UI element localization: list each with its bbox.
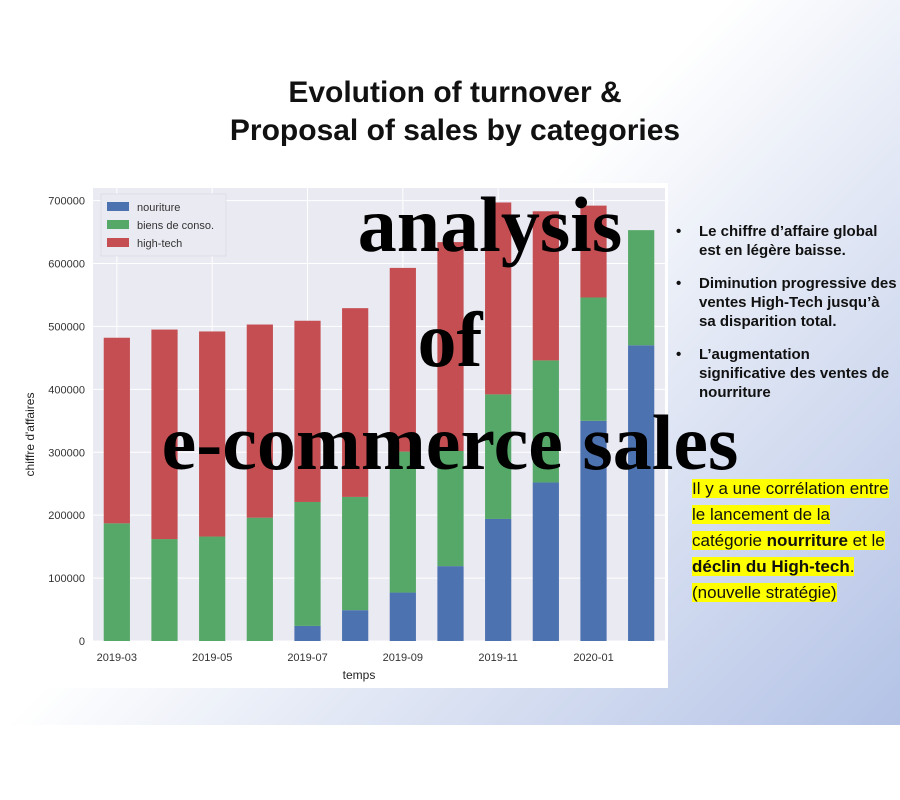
highlighted-note: Il y a une corrélation entre le lancemen… (692, 476, 900, 606)
bar-segment (294, 501, 321, 626)
bar-segment (151, 539, 178, 641)
bar-segment (532, 360, 559, 483)
slide-title: Evolution of turnover & Proposal of sale… (140, 74, 770, 150)
bar-segment (532, 211, 559, 361)
note-bold2: déclin du High-tech (692, 557, 850, 576)
bar-segment (389, 267, 416, 452)
bar-segment (485, 394, 512, 519)
bar-segment (437, 450, 464, 567)
bar-segment (389, 592, 416, 641)
bar-segment (342, 610, 369, 641)
bar-segment (389, 451, 416, 593)
y-tick-label: 100000 (48, 573, 85, 585)
bar-segment (580, 205, 607, 298)
y-tick-label: 700000 (48, 196, 85, 208)
slide-title-line1: Evolution of turnover & (288, 76, 622, 109)
x-tick-label: 2019-07 (287, 652, 327, 664)
bar-segment (628, 230, 655, 346)
bar-segment (485, 202, 512, 395)
bar-segment (342, 308, 369, 497)
bullet-item: L’augmentation significative des ventes … (674, 345, 900, 402)
x-tick-label: 2019-09 (383, 652, 423, 664)
note-text: Il y a une corrélation entre le lancemen… (692, 479, 889, 602)
bar-segment (199, 536, 226, 641)
x-axis-label: temps (343, 668, 376, 682)
legend-label: high-tech (137, 238, 182, 250)
y-tick-label: 200000 (48, 510, 85, 522)
bar-segment (437, 566, 464, 641)
bar-segment (294, 320, 321, 502)
x-tick-label: 2020-01 (573, 652, 613, 664)
bar-segment (199, 331, 226, 537)
bullet-list: Le chiffre d’affaire global est en légèr… (674, 222, 900, 416)
y-axis-label: chiffre d'affaires (23, 393, 37, 477)
legend-label: nouriture (137, 202, 180, 214)
bar-segment (342, 496, 369, 611)
chart-panel: 0 100000 200000 300000 400000 500000 600000 700… (18, 183, 668, 688)
x-tick-label: 2019-05 (192, 652, 232, 664)
bar-segment (103, 523, 130, 641)
bar-segment (437, 242, 464, 451)
bar-segment (628, 345, 655, 641)
stacked-bar-chart: 0 100000 200000 300000 400000 500000 600000 700… (23, 188, 665, 682)
bullet-item: Le chiffre d’affaire global est en légèr… (674, 222, 900, 260)
x-tick-label: 2019-03 (97, 652, 137, 664)
slide-title-line2: Proposal of sales by categories (229, 114, 681, 147)
y-tick-label: 400000 (48, 384, 85, 396)
y-tick-label: 0 (79, 636, 85, 648)
legend-label: biens de conso. (137, 220, 214, 232)
bar-segment (485, 518, 512, 641)
bar-segment (294, 625, 321, 641)
bar-segment (151, 329, 178, 540)
y-tick-label: 600000 (48, 259, 85, 271)
bar-segment (103, 337, 130, 524)
note-part2: et le (847, 531, 885, 550)
note-bold1: nourriture (766, 531, 848, 550)
x-tick-label: 2019-11 (478, 652, 518, 664)
y-tick-label: 500000 (48, 321, 85, 333)
bar-segment (246, 517, 273, 641)
legend-swatch (107, 238, 129, 247)
bar-segment (580, 420, 607, 641)
legend-swatch (107, 202, 129, 211)
bar-segment (246, 324, 273, 518)
bar-segment (532, 482, 559, 641)
y-tick-label: 300000 (48, 447, 85, 459)
legend-swatch (107, 220, 129, 229)
bullet-item: Diminution progressive des ventes High-T… (674, 274, 900, 331)
bar-segment (580, 297, 607, 421)
